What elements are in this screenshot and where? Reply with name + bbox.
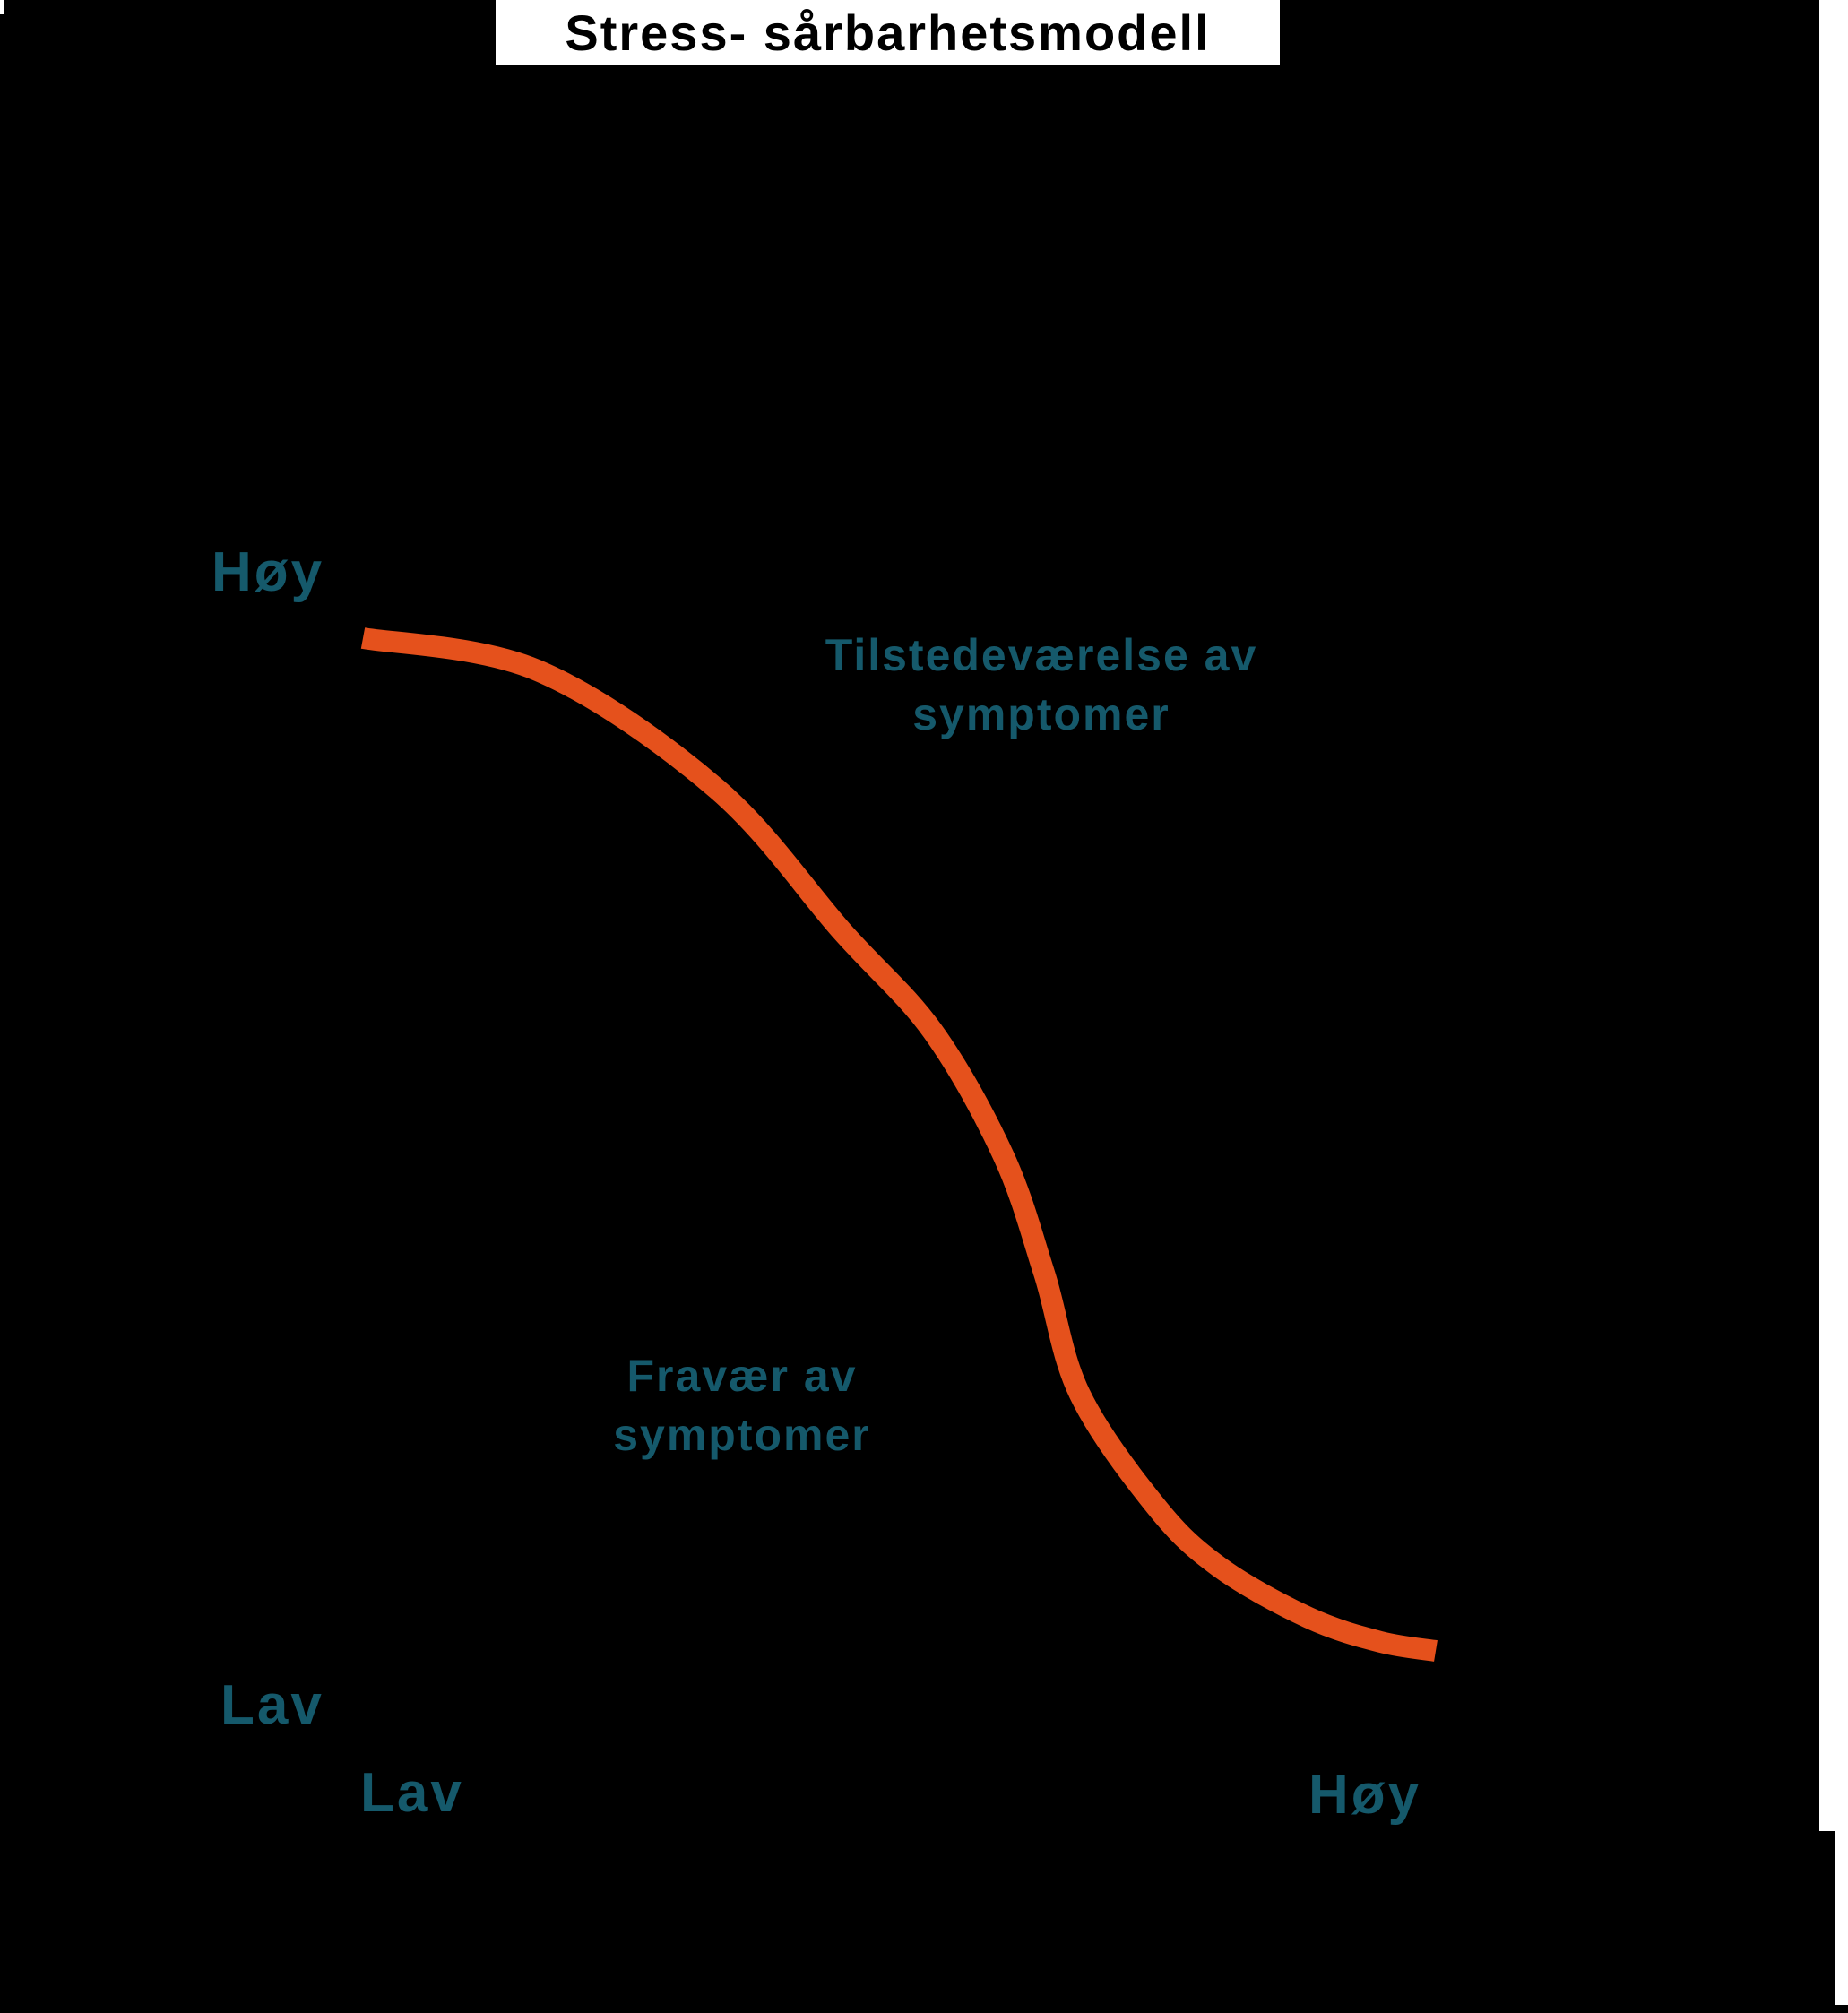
annotation-presence-of-symptoms: Tilstedeværelse av symptomer xyxy=(817,626,1265,744)
chart-title-box: Stress- sårbarhetsmodell xyxy=(496,0,1280,65)
right-edge-white-strip-lower xyxy=(1835,1831,1848,2005)
annotation-presence-line1: Tilstedeværelse av xyxy=(825,630,1258,680)
y-axis-low-label: Lav xyxy=(220,1674,324,1736)
right-edge-white-strip xyxy=(1819,0,1848,1831)
annotation-absence-line2: symptomer xyxy=(613,1410,871,1460)
x-axis-low-label: Lav xyxy=(360,1762,464,1824)
top-left-white-speck xyxy=(0,0,4,14)
annotation-absence-of-symptoms: Fravær av symptomer xyxy=(518,1346,966,1464)
sigmoid-curve xyxy=(360,627,1438,1662)
annotation-absence-line1: Fravær av xyxy=(626,1351,858,1401)
annotation-presence-line2: symptomer xyxy=(912,689,1170,739)
x-axis-high-label: Høy xyxy=(1308,1764,1422,1826)
chart-title: Stress- sårbarhetsmodell xyxy=(565,4,1211,61)
y-axis-high-label: Høy xyxy=(212,541,325,603)
